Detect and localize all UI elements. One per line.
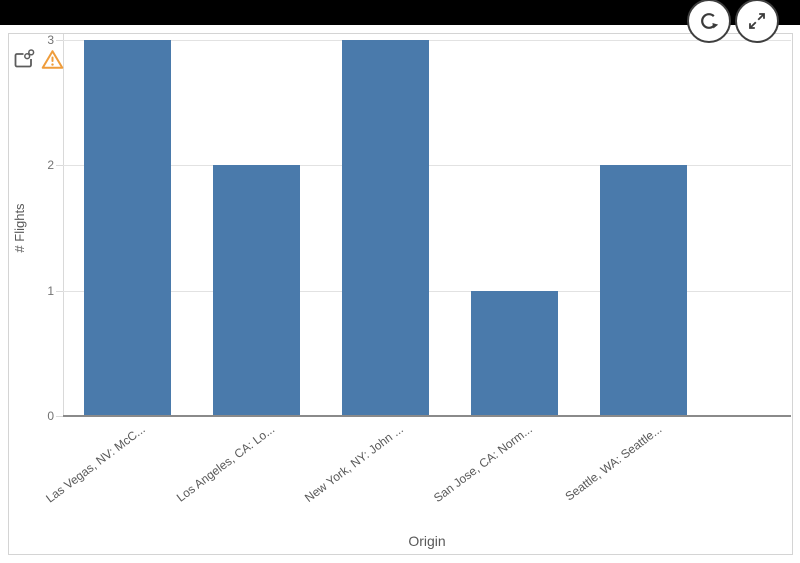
- linked-object-icon[interactable]: [14, 49, 36, 70]
- x-category-label: San Jose, CA: Norm...: [431, 422, 535, 506]
- x-axis-baseline: [63, 415, 791, 417]
- y-tick-label: 0: [47, 409, 54, 423]
- bar-2[interactable]: [212, 165, 301, 416]
- y-tick-label: 1: [47, 283, 54, 298]
- y-axis-line: [63, 34, 64, 416]
- y-tick-mark: [56, 416, 63, 417]
- x-category-label: Los Angeles, CA: Lo...: [173, 422, 277, 505]
- warning-triangle-icon[interactable]: [41, 49, 64, 70]
- window-top-bar: [0, 0, 800, 25]
- plot-area: [63, 40, 791, 416]
- bar-1[interactable]: [83, 40, 172, 416]
- chart-object[interactable]: # Flights 0 1 2 3 Las Vegas, NV: McC... Los …: [8, 33, 793, 555]
- x-category-label: New York, NY: John ...: [302, 422, 406, 506]
- y-tick-mark: [56, 290, 63, 292]
- x-category-label: Seattle, WA: Seattle...: [562, 422, 664, 504]
- bar-5[interactable]: [599, 165, 688, 416]
- refresh-button[interactable]: [687, 0, 731, 43]
- y-axis-title: # Flights: [12, 203, 27, 253]
- expand-fullscreen-icon: [747, 11, 767, 31]
- chart-status-flags: [14, 49, 64, 70]
- expand-fullscreen-button[interactable]: [735, 0, 779, 43]
- bar-4[interactable]: [470, 290, 559, 416]
- y-tick-label: 2: [47, 158, 54, 173]
- y-tick-mark: [56, 40, 63, 41]
- y-tick-label: 3: [47, 33, 54, 47]
- y-tick-mark: [56, 165, 63, 167]
- refresh-icon: [698, 10, 720, 32]
- x-axis-title: Origin: [408, 533, 446, 549]
- x-category-label: Las Vegas, NV: McC...: [43, 422, 148, 506]
- bar-3[interactable]: [341, 40, 430, 416]
